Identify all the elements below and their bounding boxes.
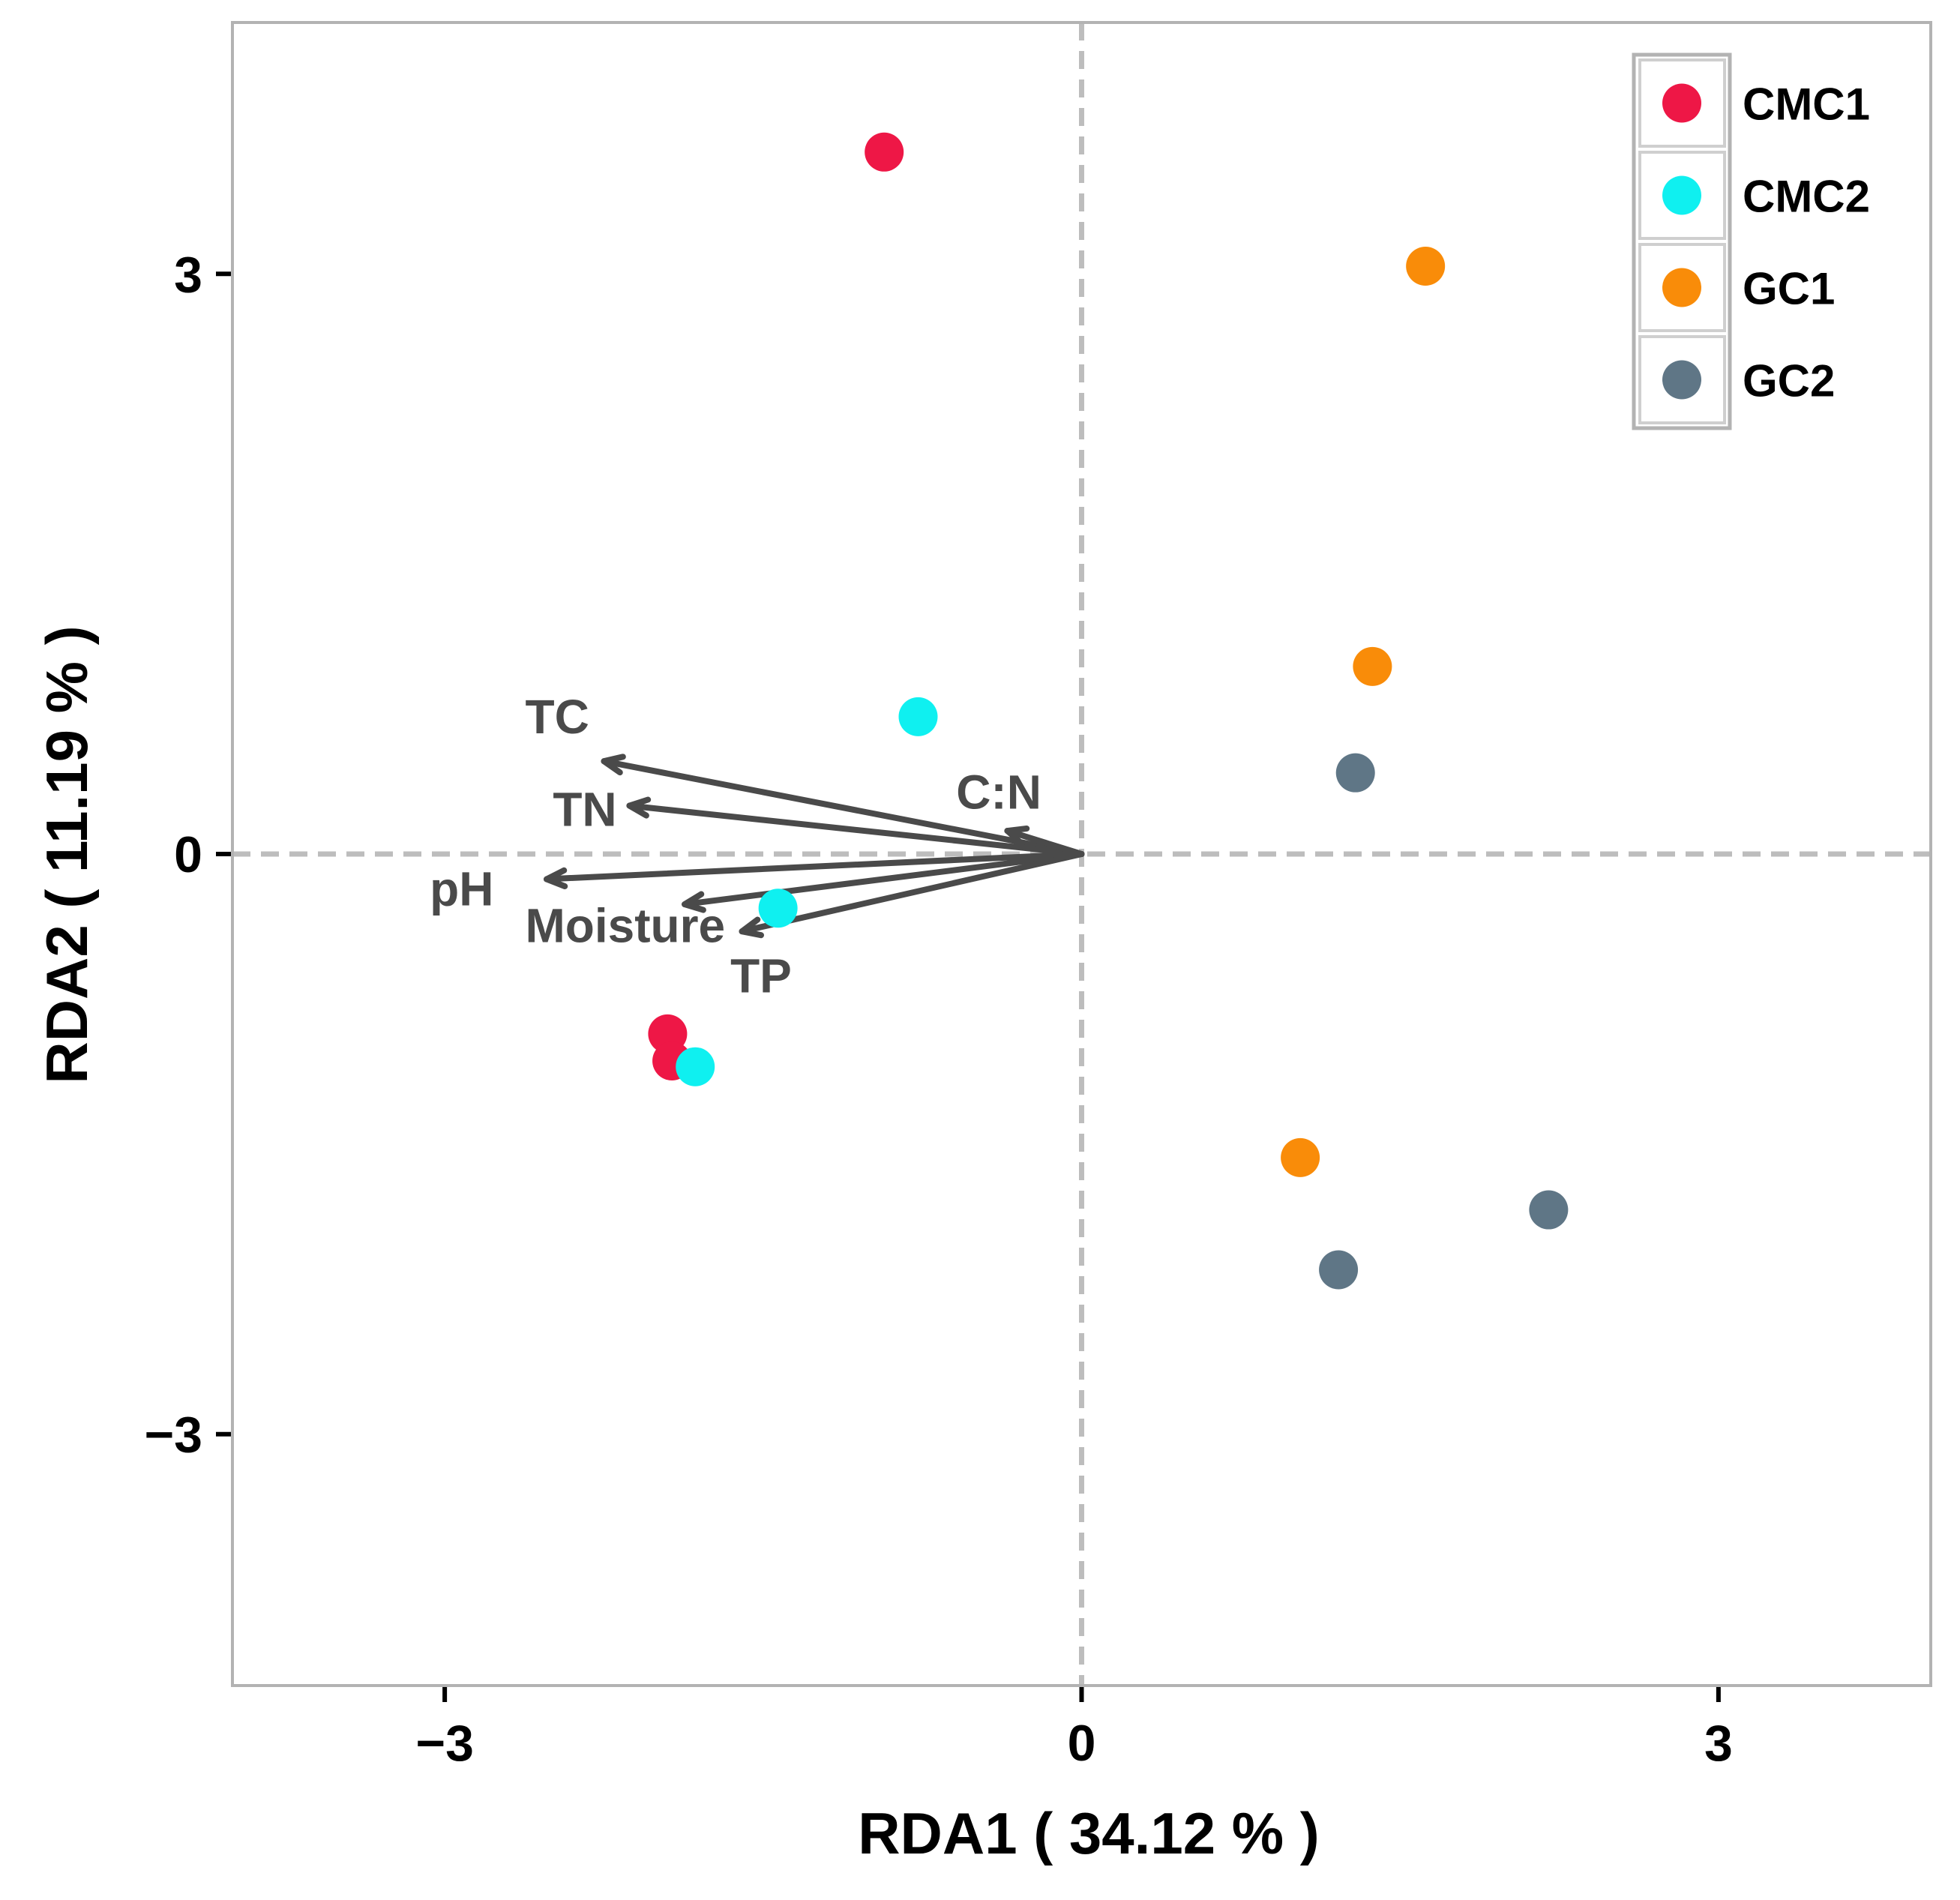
legend-marker-gc1 — [1662, 268, 1701, 307]
y-tick-label: 0 — [174, 826, 202, 883]
legend-marker-cmc2 — [1662, 175, 1701, 215]
vector-arrowhead — [626, 796, 652, 819]
point-cmc2 — [676, 1047, 715, 1086]
x-tick-label: −3 — [415, 1715, 474, 1772]
vector-arrowhead — [682, 891, 706, 913]
x-tick-label: 3 — [1704, 1715, 1733, 1772]
legend-label-gc1: GC1 — [1743, 264, 1835, 314]
vector-arrow-tp — [739, 851, 1085, 935]
vector-label: C:N — [956, 765, 1041, 819]
vector-arrow-ph — [544, 851, 1085, 883]
vector-arrowhead — [544, 867, 568, 890]
vector-arrow-tc — [601, 758, 1085, 857]
vector-label: Moisture — [525, 898, 725, 952]
point-gc1 — [1281, 1137, 1320, 1177]
legend-label-cmc2: CMC2 — [1743, 172, 1870, 222]
sample-points-layer — [648, 132, 1569, 1290]
vector-label: TN — [553, 783, 616, 837]
vector-label: TC — [526, 690, 589, 744]
point-gc2 — [1529, 1190, 1569, 1230]
y-axis-title: RDA2 ( 11.19 % ) — [34, 625, 100, 1083]
legend: CMC1 CMC2 GC1 GC2 — [1632, 52, 1870, 430]
y-tick-label: 3 — [174, 246, 202, 303]
point-cmc1 — [865, 132, 904, 172]
vector-label: TP — [730, 949, 792, 1002]
vector-label: pH — [430, 862, 493, 916]
point-cmc2 — [898, 697, 938, 736]
point-gc2 — [1319, 1250, 1359, 1290]
y-tick-label: −3 — [144, 1407, 202, 1464]
vector-arrow-moisture — [682, 851, 1085, 908]
x-axis-title: RDA1 ( 34.12 % ) — [858, 1800, 1320, 1866]
point-gc2 — [1335, 753, 1375, 793]
legend-marker-cmc1 — [1662, 83, 1701, 123]
legend-marker-gc2 — [1662, 360, 1701, 400]
point-gc1 — [1353, 646, 1392, 686]
legend-label-gc2: GC2 — [1743, 356, 1835, 406]
point-cmc2 — [758, 889, 798, 928]
plot-panel-border — [231, 21, 1932, 1687]
point-gc1 — [1406, 246, 1446, 286]
vector-arrowhead — [601, 754, 626, 776]
x-tick-label: 0 — [1068, 1715, 1096, 1772]
vector-arrowhead — [1004, 826, 1030, 847]
legend-label-cmc1: CMC1 — [1743, 79, 1870, 130]
vector-arrow-tn — [626, 802, 1085, 857]
vector-arrow-cn — [1004, 828, 1085, 857]
vector-arrowhead — [739, 916, 765, 939]
